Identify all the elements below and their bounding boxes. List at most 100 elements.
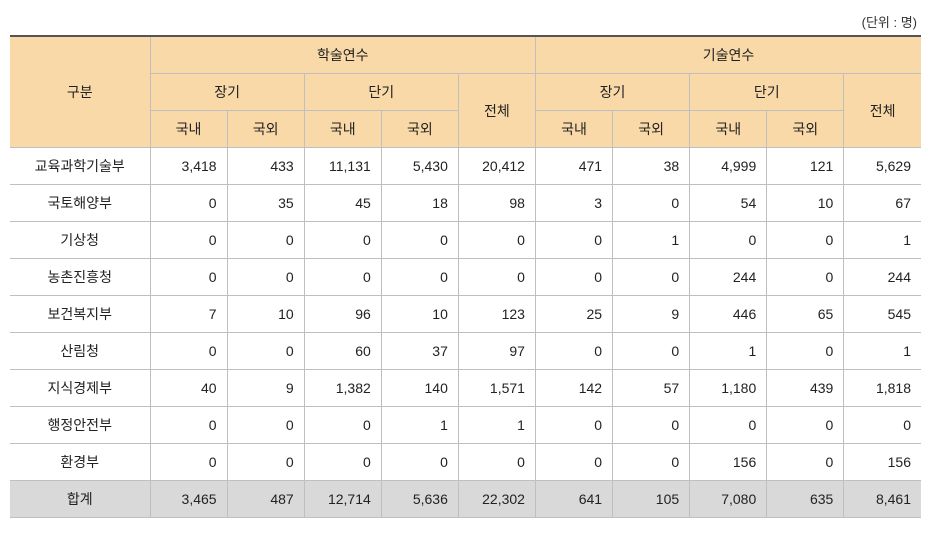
table-row: 교육과학기술부3,41843311,1315,43020,412471384,9…: [10, 148, 921, 185]
cell-value: 3,465: [150, 481, 227, 518]
cell-value: 10: [767, 185, 844, 222]
cell-value: 0: [150, 185, 227, 222]
cell-value: 38: [613, 148, 690, 185]
cell-value: 1: [458, 407, 535, 444]
cell-value: 0: [304, 222, 381, 259]
cell-value: 57: [613, 370, 690, 407]
cell-value: 0: [227, 333, 304, 370]
cell-value: 20,412: [458, 148, 535, 185]
cell-value: 244: [690, 259, 767, 296]
cell-value: 1: [613, 222, 690, 259]
cell-value: 96: [304, 296, 381, 333]
col-tech-short-for: 국외: [767, 111, 844, 148]
cell-value: 0: [613, 444, 690, 481]
cell-value: 7,080: [690, 481, 767, 518]
cell-value: 0: [767, 222, 844, 259]
cell-value: 123: [458, 296, 535, 333]
cell-value: 0: [381, 259, 458, 296]
cell-value: 11,131: [304, 148, 381, 185]
cell-value: 10: [381, 296, 458, 333]
cell-value: 0: [458, 444, 535, 481]
cell-value: 12,714: [304, 481, 381, 518]
cell-value: 60: [304, 333, 381, 370]
cell-value: 0: [150, 222, 227, 259]
cell-value: 37: [381, 333, 458, 370]
cell-value: 0: [458, 222, 535, 259]
colgroup-technical: 기술연수: [535, 36, 921, 74]
col-tech-total: 전체: [844, 74, 921, 148]
row-label: 지식경제부: [10, 370, 150, 407]
cell-value: 433: [227, 148, 304, 185]
cell-value: 641: [535, 481, 612, 518]
cell-value: 0: [150, 407, 227, 444]
cell-value: 5,430: [381, 148, 458, 185]
cell-value: 1: [690, 333, 767, 370]
row-label: 산림청: [10, 333, 150, 370]
cell-value: 0: [535, 222, 612, 259]
cell-value: 0: [304, 259, 381, 296]
cell-value: 0: [767, 444, 844, 481]
cell-value: 0: [381, 444, 458, 481]
col-acad-short: 단기: [304, 74, 458, 111]
row-label: 농촌진흥청: [10, 259, 150, 296]
table-row: 국토해양부03545189830541067: [10, 185, 921, 222]
cell-value: 0: [227, 259, 304, 296]
cell-value: 105: [613, 481, 690, 518]
cell-value: 0: [613, 259, 690, 296]
cell-value: 65: [767, 296, 844, 333]
cell-value: 45: [304, 185, 381, 222]
cell-value: 9: [613, 296, 690, 333]
cell-value: 244: [844, 259, 921, 296]
cell-value: 67: [844, 185, 921, 222]
col-acad-short-for: 국외: [381, 111, 458, 148]
table-row: 보건복지부710961012325944665545: [10, 296, 921, 333]
cell-value: 156: [844, 444, 921, 481]
col-tech-short-dom: 국내: [690, 111, 767, 148]
cell-value: 0: [767, 407, 844, 444]
cell-value: 0: [535, 259, 612, 296]
cell-value: 142: [535, 370, 612, 407]
col-acad-long-dom: 국내: [150, 111, 227, 148]
cell-value: 0: [690, 222, 767, 259]
cell-value: 0: [150, 259, 227, 296]
cell-value: 0: [227, 407, 304, 444]
cell-value: 7: [150, 296, 227, 333]
cell-value: 471: [535, 148, 612, 185]
row-label: 교육과학기술부: [10, 148, 150, 185]
row-label: 기상청: [10, 222, 150, 259]
col-rowhead: 구분: [10, 36, 150, 148]
cell-value: 1,382: [304, 370, 381, 407]
cell-value: 1: [844, 333, 921, 370]
cell-value: 18: [381, 185, 458, 222]
cell-value: 8,461: [844, 481, 921, 518]
cell-value: 1,571: [458, 370, 535, 407]
cell-value: 1: [844, 222, 921, 259]
cell-value: 10: [227, 296, 304, 333]
table-row: 환경부00000001560156: [10, 444, 921, 481]
cell-value: 140: [381, 370, 458, 407]
cell-value: 545: [844, 296, 921, 333]
cell-value: 0: [304, 407, 381, 444]
table-row: 지식경제부4091,3821401,571142571,1804391,818: [10, 370, 921, 407]
row-label: 합계: [10, 481, 150, 518]
cell-value: 0: [535, 333, 612, 370]
cell-value: 0: [613, 333, 690, 370]
col-acad-long-for: 국외: [227, 111, 304, 148]
cell-value: 0: [381, 222, 458, 259]
colgroup-academic: 학술연수: [150, 36, 535, 74]
col-tech-long-dom: 국내: [535, 111, 612, 148]
table-row-total: 합계3,46548712,7145,63622,3026411057,08063…: [10, 481, 921, 518]
cell-value: 1: [381, 407, 458, 444]
table-row: 산림청0060379700101: [10, 333, 921, 370]
row-label: 국토해양부: [10, 185, 150, 222]
cell-value: 1,180: [690, 370, 767, 407]
cell-value: 0: [767, 333, 844, 370]
cell-value: 0: [613, 185, 690, 222]
cell-value: 35: [227, 185, 304, 222]
cell-value: 0: [535, 444, 612, 481]
cell-value: 0: [150, 333, 227, 370]
row-label: 환경부: [10, 444, 150, 481]
cell-value: 98: [458, 185, 535, 222]
cell-value: 5,636: [381, 481, 458, 518]
cell-value: 40: [150, 370, 227, 407]
